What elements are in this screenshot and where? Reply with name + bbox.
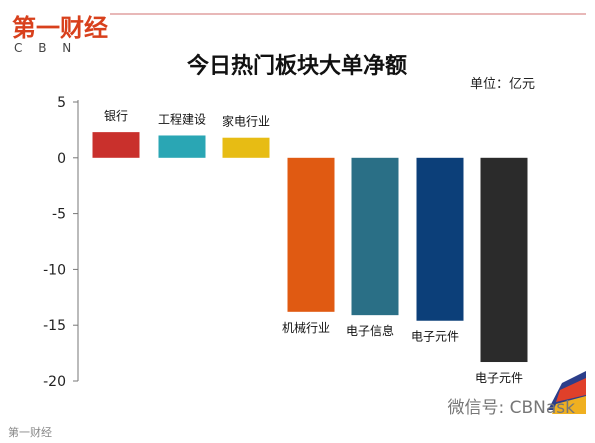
category-label: 银行	[104, 109, 128, 123]
cbn-logo: 第一财经 C B N	[12, 14, 108, 55]
bar	[92, 132, 140, 158]
y-tick-label: -15	[43, 318, 66, 334]
y-tick-label: 0	[57, 151, 66, 167]
bar	[158, 135, 206, 158]
bar	[351, 157, 399, 316]
category-label: 电子元件	[411, 330, 459, 344]
corner-shape-yellow	[552, 396, 586, 414]
y-tick-label: -10	[43, 262, 66, 278]
y-tick-label: -5	[52, 207, 66, 223]
bar	[480, 157, 528, 363]
watermark-left: 第一财经	[8, 425, 52, 439]
bar-series	[92, 132, 528, 363]
category-label: 电子元件	[475, 371, 523, 385]
y-tick-label: -20	[43, 374, 66, 390]
category-label: 机械行业	[282, 320, 330, 335]
logo-text: 第一财经	[12, 14, 108, 42]
category-label: 工程建设	[158, 111, 206, 126]
bar	[287, 157, 335, 312]
logo-subtext: C B N	[14, 41, 77, 55]
y-axis-ticks: 5 0 -5 -10 -15 -20	[43, 95, 78, 390]
corner-decoration	[548, 371, 586, 414]
category-label: 电子信息	[346, 323, 394, 338]
bar	[416, 157, 464, 321]
bar	[222, 137, 270, 158]
chart-title: 今日热门板块大单净额	[187, 53, 407, 79]
y-tick-label: 5	[57, 95, 66, 111]
watermark-right: 微信号: CBNask	[448, 398, 576, 418]
category-label: 家电行业	[222, 114, 270, 129]
unit-label: 单位：亿元	[470, 77, 535, 92]
corner-shape-red	[556, 378, 586, 402]
